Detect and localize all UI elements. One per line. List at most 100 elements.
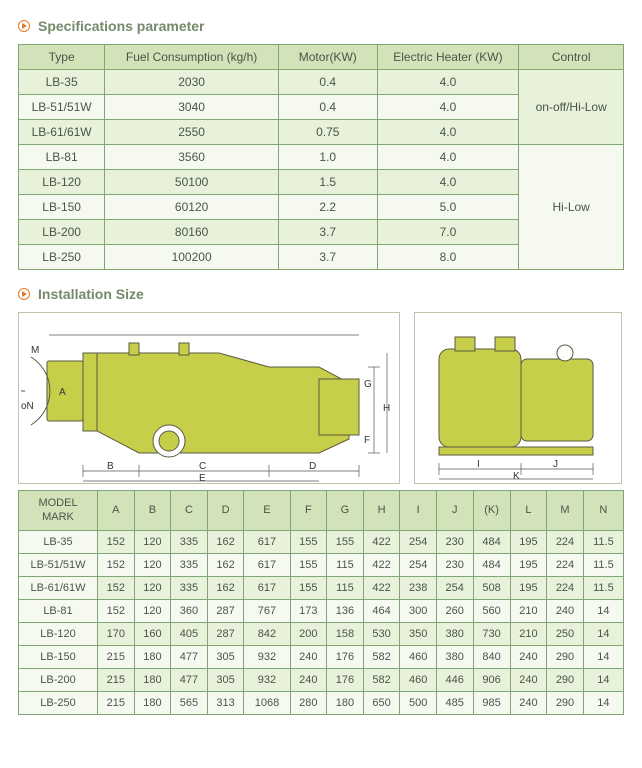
cell: 14 [583, 599, 623, 622]
cell: 230 [436, 530, 473, 553]
cell: 335 [171, 576, 208, 599]
cell: 11.5 [583, 576, 623, 599]
spec-table: Type Fuel Consumption (kg/h) Motor(KW) E… [18, 44, 624, 270]
cell: 446 [436, 668, 473, 691]
cell: 173 [290, 599, 327, 622]
cell: 155 [327, 530, 364, 553]
cell: 80160 [105, 220, 279, 245]
dim-col: (K) [473, 491, 510, 531]
cell: 313 [207, 691, 244, 714]
svg-text:F: F [364, 435, 370, 446]
cell: 287 [207, 599, 244, 622]
cell: LB-61/61W [19, 120, 105, 145]
cell: 115 [327, 576, 364, 599]
cell: 1068 [244, 691, 290, 714]
dim-table: MODEL MARK ABCDEFGHIJ(K)LMN LB-351521203… [18, 490, 624, 715]
cell: 4.0 [377, 120, 519, 145]
cell: 152 [98, 576, 135, 599]
cell: 3.7 [278, 245, 377, 270]
cell: 250 [547, 622, 584, 645]
cell: 560 [473, 599, 510, 622]
cell: 162 [207, 530, 244, 553]
cell: 460 [400, 645, 437, 668]
cell: 650 [363, 691, 400, 714]
dim-col: D [207, 491, 244, 531]
cell: 305 [207, 668, 244, 691]
model-cell: LB-81 [19, 599, 98, 622]
cell: 460 [400, 668, 437, 691]
cell: 115 [327, 553, 364, 576]
cell: 464 [363, 599, 400, 622]
cell: 230 [436, 553, 473, 576]
cell: 120 [134, 530, 171, 553]
control-cell: Hi-Low [519, 145, 624, 270]
model-cell: LB-120 [19, 622, 98, 645]
cell: LB-35 [19, 70, 105, 95]
cell: 238 [400, 576, 437, 599]
cell: 530 [363, 622, 400, 645]
cell: 11.5 [583, 553, 623, 576]
cell: 287 [207, 622, 244, 645]
svg-text:D: D [309, 461, 316, 472]
cell: 162 [207, 553, 244, 576]
cell: 730 [473, 622, 510, 645]
cell: 477 [171, 668, 208, 691]
cell: LB-150 [19, 195, 105, 220]
table-row: LB-1502151804773059322401765824603808402… [19, 645, 624, 668]
cell: 500 [400, 691, 437, 714]
cell: 985 [473, 691, 510, 714]
cell: 200 [290, 622, 327, 645]
svg-text:A: A [59, 387, 66, 398]
cell: 1.0 [278, 145, 377, 170]
cell: 14 [583, 668, 623, 691]
cell: 120 [134, 553, 171, 576]
control-cell: on-off/Hi-Low [519, 70, 624, 145]
svg-text:K: K [513, 471, 520, 482]
cell: 335 [171, 530, 208, 553]
cell: 508 [473, 576, 510, 599]
cell: 240 [547, 599, 584, 622]
dim-col: I [400, 491, 437, 531]
cell: 158 [327, 622, 364, 645]
cell: 290 [547, 691, 584, 714]
dim-table-body: LB-3515212033516261715515542225423048419… [19, 530, 624, 714]
dim-col: H [363, 491, 400, 531]
table-row: LB-3520300.44.0on-off/Hi-Low [19, 70, 624, 95]
cell: 120 [134, 599, 171, 622]
cell: 100200 [105, 245, 279, 270]
cell: 240 [290, 645, 327, 668]
spec-col-control: Control [519, 45, 624, 70]
cell: 210 [510, 622, 547, 645]
cell: 14 [583, 645, 623, 668]
dim-col: J [436, 491, 473, 531]
model-cell: LB-61/61W [19, 576, 98, 599]
section-header-spec: Specifications parameter [18, 18, 624, 34]
cell: 3.7 [278, 220, 377, 245]
svg-text:J: J [553, 459, 558, 470]
cell: 290 [547, 645, 584, 668]
cell: 254 [436, 576, 473, 599]
cell: 932 [244, 645, 290, 668]
model-cell: LB-200 [19, 668, 98, 691]
cell: 210 [510, 599, 547, 622]
cell: 50100 [105, 170, 279, 195]
cell: 350 [400, 622, 437, 645]
cell: 582 [363, 645, 400, 668]
model-cell: LB-35 [19, 530, 98, 553]
cell: 767 [244, 599, 290, 622]
cell: 120 [134, 576, 171, 599]
cell: 180 [134, 668, 171, 691]
cell: 4.0 [377, 95, 519, 120]
cell: 136 [327, 599, 364, 622]
bullet-icon [18, 20, 30, 32]
svg-text:E: E [199, 473, 206, 483]
cell: 215 [98, 691, 135, 714]
cell: 565 [171, 691, 208, 714]
cell: 195 [510, 553, 547, 576]
model-cell: LB-250 [19, 691, 98, 714]
cell: 0.4 [278, 70, 377, 95]
cell: 360 [171, 599, 208, 622]
cell: 2030 [105, 70, 279, 95]
cell: 14 [583, 622, 623, 645]
spec-title: Specifications parameter [38, 18, 205, 34]
